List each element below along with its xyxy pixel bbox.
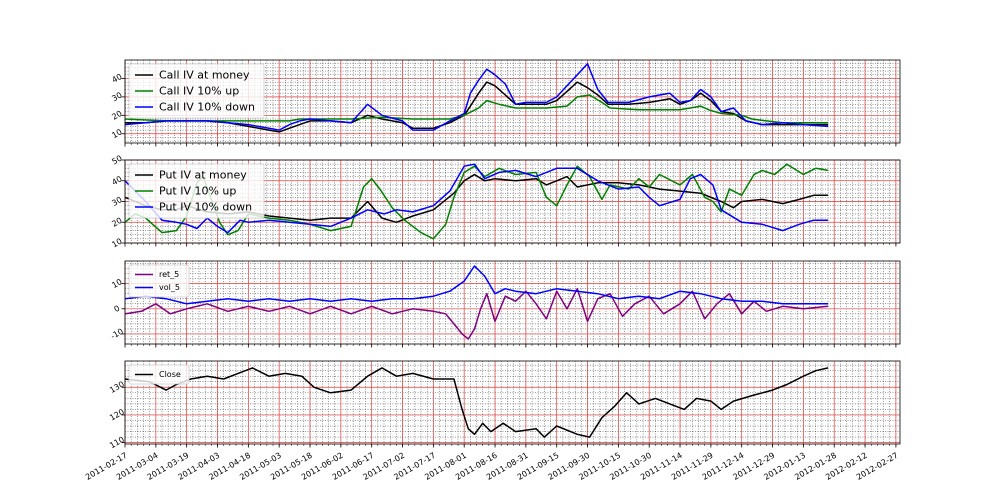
minor-grid (125, 361, 900, 444)
series-line-1 (125, 81, 829, 133)
major-grid (124, 261, 900, 344)
x-tick-labels: 2011-02-172011-03-042011-03-192011-04-03… (84, 451, 900, 482)
legend-entry: vol_5 (159, 283, 180, 292)
series-line-2 (124, 94, 829, 124)
major-grid (124, 60, 900, 143)
axes-frame (124, 260, 901, 345)
legend-box (128, 63, 265, 119)
legend: Call IV at money Call IV 10% up Call IV 10… (128, 63, 265, 119)
legend-entry: Call IV 10% up (159, 85, 239, 98)
series-line-1 (124, 287, 829, 340)
series-line-3 (124, 163, 829, 234)
legend-entry: Call IV at money (159, 69, 250, 82)
chart-panel-3: -10 0 10 ret_5 vol_5 (109, 260, 901, 348)
series-line-3 (124, 62, 829, 131)
legend: ret_5 vol_5 (128, 264, 190, 298)
minor-grid (125, 261, 900, 345)
legend: Put IV at money Put IV 10% up Put IV 10% d… (128, 163, 265, 219)
legend-box (128, 264, 190, 298)
legend-entry: Put IV 10% down (159, 201, 252, 214)
major-grid (124, 361, 900, 444)
y-tick-label: 20 (110, 216, 123, 229)
y-tick-label: -10 (109, 327, 125, 341)
series-line-1 (124, 367, 829, 438)
legend-entry: ret_5 (159, 270, 179, 279)
y-tick-label: 40 (110, 72, 123, 85)
axes-frame (124, 59, 901, 144)
y-tick-label: 120 (108, 407, 126, 422)
legend-box (128, 364, 190, 385)
axes-frame (124, 360, 901, 445)
y-tick-label: 40 (110, 174, 123, 187)
y-tick-label: 10 (110, 277, 123, 290)
y-tick-label: 110 (108, 435, 126, 450)
y-tick-label: 10 (110, 127, 123, 140)
legend-entry: Call IV 10% down (159, 101, 255, 114)
legend-entry: Close (159, 370, 181, 379)
y-tick-label: 30 (110, 90, 123, 103)
legend-entry: Put IV 10% up (159, 185, 236, 198)
series-line-2 (124, 265, 829, 305)
y-tick-label: 20 (110, 109, 123, 122)
y-tick-label: 130 (108, 380, 126, 395)
legend: Close (128, 364, 190, 385)
y-tick-label: 50 (110, 154, 123, 167)
legend-entry: Put IV at money (159, 169, 247, 182)
y-tick-label: 10 (110, 237, 123, 250)
chart-panel-4: 110 120 130 Close (108, 360, 901, 450)
y-tick-label: 0 (113, 304, 122, 314)
legend-box (128, 163, 265, 219)
y-tick-label: 30 (110, 195, 123, 208)
